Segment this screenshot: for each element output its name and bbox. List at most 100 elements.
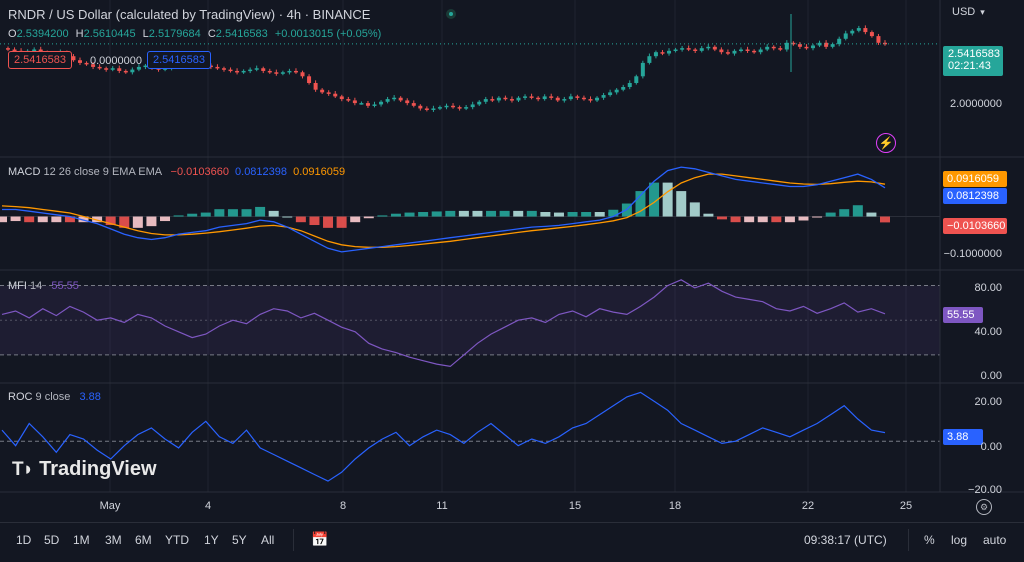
candle xyxy=(241,70,246,73)
macd-histogram-bar xyxy=(37,216,48,223)
macd-histogram-bar xyxy=(119,216,130,228)
macd-histogram-bar xyxy=(255,206,266,217)
macd-signal-line xyxy=(1,173,886,248)
candle xyxy=(379,101,384,105)
range-1d-button[interactable]: 1D xyxy=(16,533,32,547)
macd-histogram-bar xyxy=(431,211,442,217)
macd-histogram-bar xyxy=(486,210,497,217)
candle xyxy=(372,104,377,106)
candle xyxy=(320,89,325,93)
macd-pane xyxy=(0,166,940,253)
log-scale-button[interactable]: log xyxy=(951,533,968,547)
candle xyxy=(392,97,397,100)
chart-canvas[interactable] xyxy=(0,0,1024,522)
macd-histogram-bar xyxy=(24,216,35,223)
roc-legend[interactable]: ROC 9 close 3.88 xyxy=(8,391,101,403)
buy-button[interactable]: 2.5416583 xyxy=(147,51,211,69)
watermark-text: TradingView xyxy=(39,458,157,480)
range-5d-button[interactable]: 5D xyxy=(44,533,60,547)
candle xyxy=(869,32,874,37)
macd-histogram-bar xyxy=(594,212,605,217)
candle xyxy=(490,99,495,101)
macd-histogram-bar xyxy=(635,191,646,217)
range-all-button[interactable]: All xyxy=(261,533,275,547)
candle xyxy=(326,92,331,94)
candle xyxy=(38,49,43,53)
range-1m-button[interactable]: 1M xyxy=(73,533,90,547)
macd-histogram-bar xyxy=(132,216,143,228)
candle xyxy=(97,66,102,69)
currency-selector[interactable]: USD ▾ xyxy=(952,6,985,18)
candle xyxy=(503,97,508,100)
calendar-goto-icon[interactable]: 📅 xyxy=(311,531,329,547)
x-tick: 18 xyxy=(668,500,682,512)
candle xyxy=(739,49,744,51)
candle xyxy=(883,42,887,45)
range-1y-button[interactable]: 1Y xyxy=(204,533,219,547)
candle xyxy=(424,108,429,110)
macd-histogram-bar xyxy=(744,216,755,223)
candle xyxy=(516,97,521,101)
settings-gear-icon[interactable]: ⚙ xyxy=(976,499,992,515)
range-6m-button[interactable]: 6M xyxy=(135,533,152,547)
macd-histogram-bar xyxy=(798,216,809,221)
macd-histogram-bar xyxy=(567,212,578,217)
percent-scale-button[interactable]: % xyxy=(924,533,935,547)
candle xyxy=(280,72,285,74)
candle xyxy=(261,68,266,71)
macd-histogram-bar xyxy=(146,216,157,227)
macd-hist-tag: −0.0103660 xyxy=(943,218,1007,234)
macd-histogram-bar xyxy=(214,209,225,217)
macd-histogram-bar xyxy=(187,213,198,217)
candle xyxy=(104,68,109,70)
macd-histogram-bar xyxy=(78,216,89,223)
macd-histogram-bar xyxy=(757,216,768,223)
macd-histogram-bar xyxy=(553,212,564,217)
toolbar-divider xyxy=(293,529,294,551)
candle xyxy=(477,101,482,105)
candle xyxy=(614,89,619,93)
macd-histogram-bar xyxy=(390,213,401,217)
candle xyxy=(274,72,279,74)
price-pane xyxy=(0,14,940,112)
range-5y-button[interactable]: 5Y xyxy=(232,533,247,547)
range-ytd-button[interactable]: YTD xyxy=(165,533,189,547)
macd-histogram-bar xyxy=(513,210,524,217)
candle xyxy=(287,70,292,73)
candle xyxy=(352,100,357,104)
symbol-title[interactable]: RNDR / US Dollar (calculated by TradingV… xyxy=(8,7,371,22)
macd-histogram-bar xyxy=(608,209,619,217)
range-3m-button[interactable]: 3M xyxy=(105,533,122,547)
market-status-icon[interactable] xyxy=(446,9,456,19)
macd-histogram-bar xyxy=(0,216,7,223)
auto-scale-button[interactable]: auto xyxy=(983,533,1007,547)
sell-button[interactable]: 2.5416583 xyxy=(8,51,72,69)
mfi-legend[interactable]: MFI 14 55.55 xyxy=(8,280,79,292)
candle xyxy=(765,46,770,50)
candle xyxy=(771,46,776,49)
candle xyxy=(634,76,639,83)
candle xyxy=(123,70,128,73)
mfi-value-tag: 55.55 xyxy=(943,307,983,323)
candle xyxy=(719,49,724,53)
macd-histogram-bar xyxy=(336,216,347,228)
candle xyxy=(850,30,855,34)
macd-histogram-bar xyxy=(852,205,863,217)
candle xyxy=(804,46,809,49)
bottom-toolbar: 1D 5D 1M 3M 6M YTD 1Y 5Y All 📅 09:38:17 … xyxy=(0,522,1024,562)
macd-legend[interactable]: MACD 12 26 close 9 EMA EMA −0.0103660 0.… xyxy=(8,166,346,178)
candle xyxy=(359,103,364,105)
candle xyxy=(418,105,423,109)
candle xyxy=(699,48,704,51)
mfi-axis-tick-40: 40.00 xyxy=(974,326,1002,338)
macd-histogram-bar xyxy=(241,209,252,217)
tradingview-watermark[interactable]: T◗ TradingView xyxy=(12,458,157,481)
candle xyxy=(830,44,835,47)
spread-value: 0.0000000 xyxy=(90,55,142,67)
lightning-icon[interactable]: ⚡ xyxy=(876,133,896,153)
candle xyxy=(837,38,842,45)
clock-time[interactable]: 09:38:17 (UTC) xyxy=(804,533,887,547)
macd-histogram-bar xyxy=(268,210,279,217)
macd-histogram-bar xyxy=(703,213,714,217)
macd-histogram-bar xyxy=(825,212,836,217)
